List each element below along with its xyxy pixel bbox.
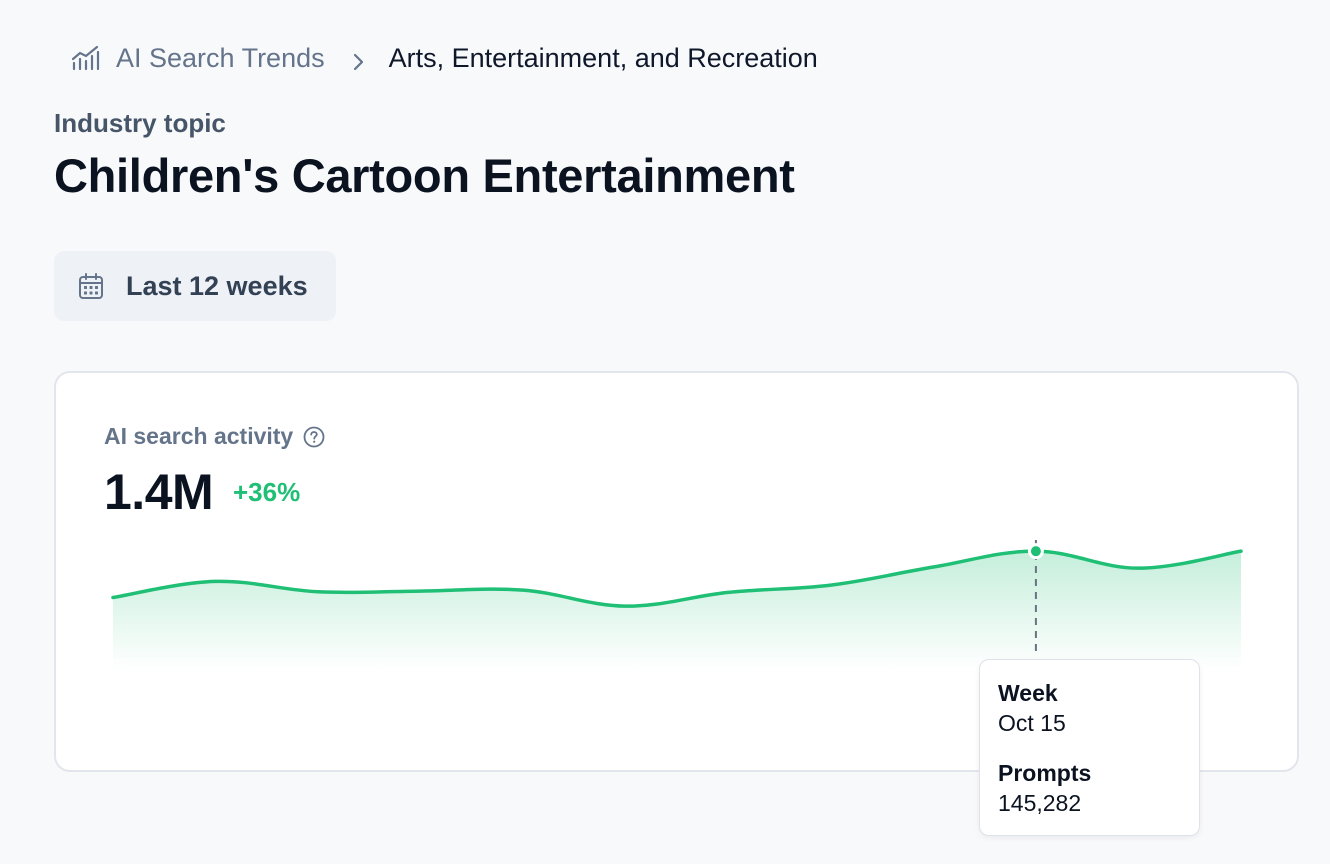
breadcrumb: AI Search Trends Arts, Entertainment, an… [70, 40, 818, 76]
metric-label-row: AI search activity [104, 423, 325, 450]
page-title: Children's Cartoon Entertainment [54, 149, 795, 202]
tooltip-week-label: Week [998, 680, 1058, 706]
metric-label: AI search activity [104, 423, 294, 449]
date-range-button[interactable]: Last 12 weeks [54, 251, 336, 321]
tooltip-prompts-value: 145,282 [998, 790, 1082, 816]
trend-bars-icon [70, 43, 100, 73]
chevron-right-icon [351, 48, 367, 71]
breadcrumb-current: Arts, Entertainment, and Recreation [388, 42, 818, 73]
question-circle-icon[interactable] [303, 426, 325, 448]
tooltip-week-value: Oct 15 [998, 710, 1066, 736]
metric-value: 1.4M [104, 464, 214, 520]
chart-tooltip: Week Oct 15 Prompts 145,282 [979, 659, 1200, 836]
metric-change-badge: +36% [233, 477, 301, 507]
page-eyebrow: Industry topic [54, 108, 226, 138]
calendar-icon [78, 272, 104, 300]
date-range-label: Last 12 weeks [126, 270, 308, 301]
tooltip-prompts-label: Prompts [998, 760, 1092, 786]
breadcrumb-root-link[interactable]: AI Search Trends [116, 42, 325, 73]
